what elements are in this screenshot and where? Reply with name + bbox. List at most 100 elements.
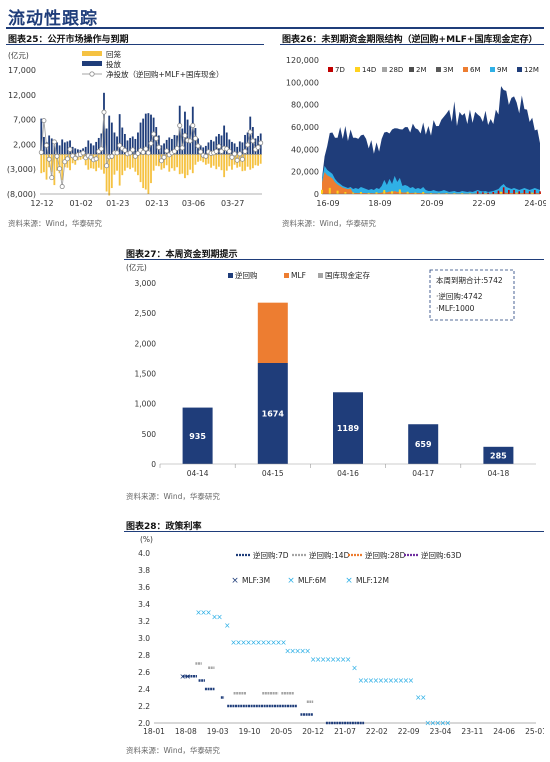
fig28-ytick-label: 3.4: [138, 600, 150, 609]
fig25-source: 资料来源：Wind，华泰研究: [8, 219, 102, 228]
fig27-xtick-label: 04-18: [488, 469, 510, 478]
fig28-cross-mark: ×: [255, 638, 261, 647]
fig25-bar-inject: [139, 122, 142, 155]
fig27-ytick-label: 3,000: [135, 279, 157, 288]
fig25-net-point: [38, 149, 44, 155]
fig28-cross-mark: ×: [205, 608, 211, 617]
fig26-xtick-label: 24-09: [524, 199, 546, 208]
fig26-legend-label: 7D: [335, 66, 345, 74]
fig28-ytick-label: 3.0: [138, 634, 150, 643]
fig25-bar-inject: [110, 122, 113, 155]
fig27-legend-swatch: [228, 273, 233, 278]
fig25-bar-withdraw: [184, 154, 186, 179]
fig25-xtick-label: 01-02: [70, 199, 93, 208]
fig28-cross-mark: ×: [224, 621, 230, 630]
fig28-xtick-label: 22-02: [366, 727, 388, 736]
fig28-xtick-label: 20-12: [302, 727, 324, 736]
fig25-bar-withdraw: [40, 154, 43, 174]
fig25-net-point: [98, 146, 104, 152]
fig26-xtick-label: 16-09: [316, 199, 339, 208]
fig28-cross-mark: ×: [445, 719, 451, 728]
fig25-bar-inject: [71, 146, 74, 155]
fig25-bar-withdraw: [126, 154, 129, 168]
fig25-bar-inject: [178, 105, 181, 155]
fig25-net-point: [57, 166, 63, 172]
fig25-net-point: [247, 129, 253, 135]
fig25-bar-withdraw: [155, 154, 158, 166]
fig26-spike-14d: [453, 193, 456, 194]
fig25-net-point: [114, 150, 120, 156]
fig25-bar-withdraw: [259, 154, 262, 164]
fig26-ytick-label: 100,000: [286, 78, 319, 87]
fig25-net-point: [216, 143, 222, 149]
fig25-net-point: [156, 144, 162, 150]
fig25-bar-inject: [231, 141, 233, 155]
fig27-xtick-label: 04-17: [412, 469, 434, 478]
fig28-cross-mark: ×: [363, 676, 369, 685]
fig25-net-point: [190, 123, 196, 129]
fig25-bar-withdraw: [194, 154, 197, 165]
fig25-net-point: [187, 138, 193, 144]
fig27-note-mlf: ·MLF:1000: [436, 304, 475, 313]
fig25-bar-inject: [84, 146, 87, 155]
fig27-data-label: 935: [189, 432, 206, 441]
fig25-bar-withdraw: [257, 154, 259, 166]
fig26-spike-14d: [328, 187, 331, 194]
fig25-bar-inject: [48, 135, 51, 155]
fig25-bar-inject: [225, 132, 228, 155]
fig28-cross-mark: ×: [358, 676, 364, 685]
fig28-cross-mark: ×: [200, 608, 206, 617]
fig25-net-point: [177, 123, 183, 129]
fig25-bar-inject: [202, 147, 205, 155]
fig25-bar-withdraw: [116, 154, 118, 171]
fig26-spike-14d: [344, 192, 347, 194]
fig28-source: 资料来源：Wind，华泰研究: [126, 746, 220, 755]
fig25-net-point: [44, 142, 50, 148]
fig28-legend-label: 逆回购:28D: [365, 550, 406, 560]
fig26-legend-swatch: [409, 67, 414, 72]
fig25-net-point: [151, 131, 157, 137]
fig25-bar-inject: [118, 114, 121, 155]
fig25-bar-withdraw: [168, 154, 171, 172]
fig25-net-point: [242, 148, 248, 154]
fig25-bar-inject: [147, 113, 150, 155]
fig26-spike-7d: [497, 190, 500, 194]
fig25-net-point: [234, 157, 240, 163]
fig25-bar-withdraw: [212, 154, 215, 166]
fig26-rule: [280, 44, 544, 45]
fig25-bar-inject: [241, 142, 244, 155]
fig25-bar-withdraw: [87, 154, 90, 170]
fig26-spike-7d: [482, 192, 484, 194]
fig28-cross-mark: ×: [250, 638, 256, 647]
fig28-cross-mark: ×: [335, 655, 341, 664]
fig27-note-box: [429, 269, 515, 321]
fig26-spike-14d: [515, 192, 518, 194]
fig25-bar-inject: [108, 115, 111, 155]
fig28-cross-mark: ×: [425, 719, 431, 728]
fig25-bar-withdraw: [82, 154, 85, 159]
fig27-ylabel: (亿元): [126, 262, 147, 272]
fig27-xtick-label: 04-16: [337, 469, 359, 478]
fig28-ytick-label: 2.4: [138, 685, 150, 694]
fig25-net-point: [54, 153, 60, 159]
fig26-spike-14d: [445, 193, 448, 194]
fig28-legend-label: 逆回购:14D: [309, 550, 350, 560]
fig28-xtick-label: 18-08: [175, 727, 197, 736]
fig26-spike-7d: [513, 189, 515, 194]
fig28-ytick-label: 2.2: [138, 702, 150, 711]
fig25-bar-withdraw: [144, 154, 147, 190]
fig28-cross-mark: ×: [265, 638, 271, 647]
fig25-bar-withdraw: [217, 154, 220, 167]
fig26-legend-swatch: [382, 67, 387, 72]
fig26-spike-14d: [484, 193, 487, 194]
fig25-legend-inject: 投放: [106, 59, 121, 69]
fig25-bar-withdraw: [95, 154, 98, 172]
fig26-area-6m: [322, 172, 540, 194]
fig25-bar-inject: [56, 142, 58, 155]
fig25-bar-inject: [215, 136, 218, 155]
fig28-ytick-label: 4.0: [138, 549, 150, 558]
fig26-legend-swatch: [436, 67, 441, 72]
fig25-bar-inject: [134, 138, 137, 155]
fig25-net-point: [59, 184, 65, 190]
fig28-cross-mark: ×: [398, 676, 404, 685]
